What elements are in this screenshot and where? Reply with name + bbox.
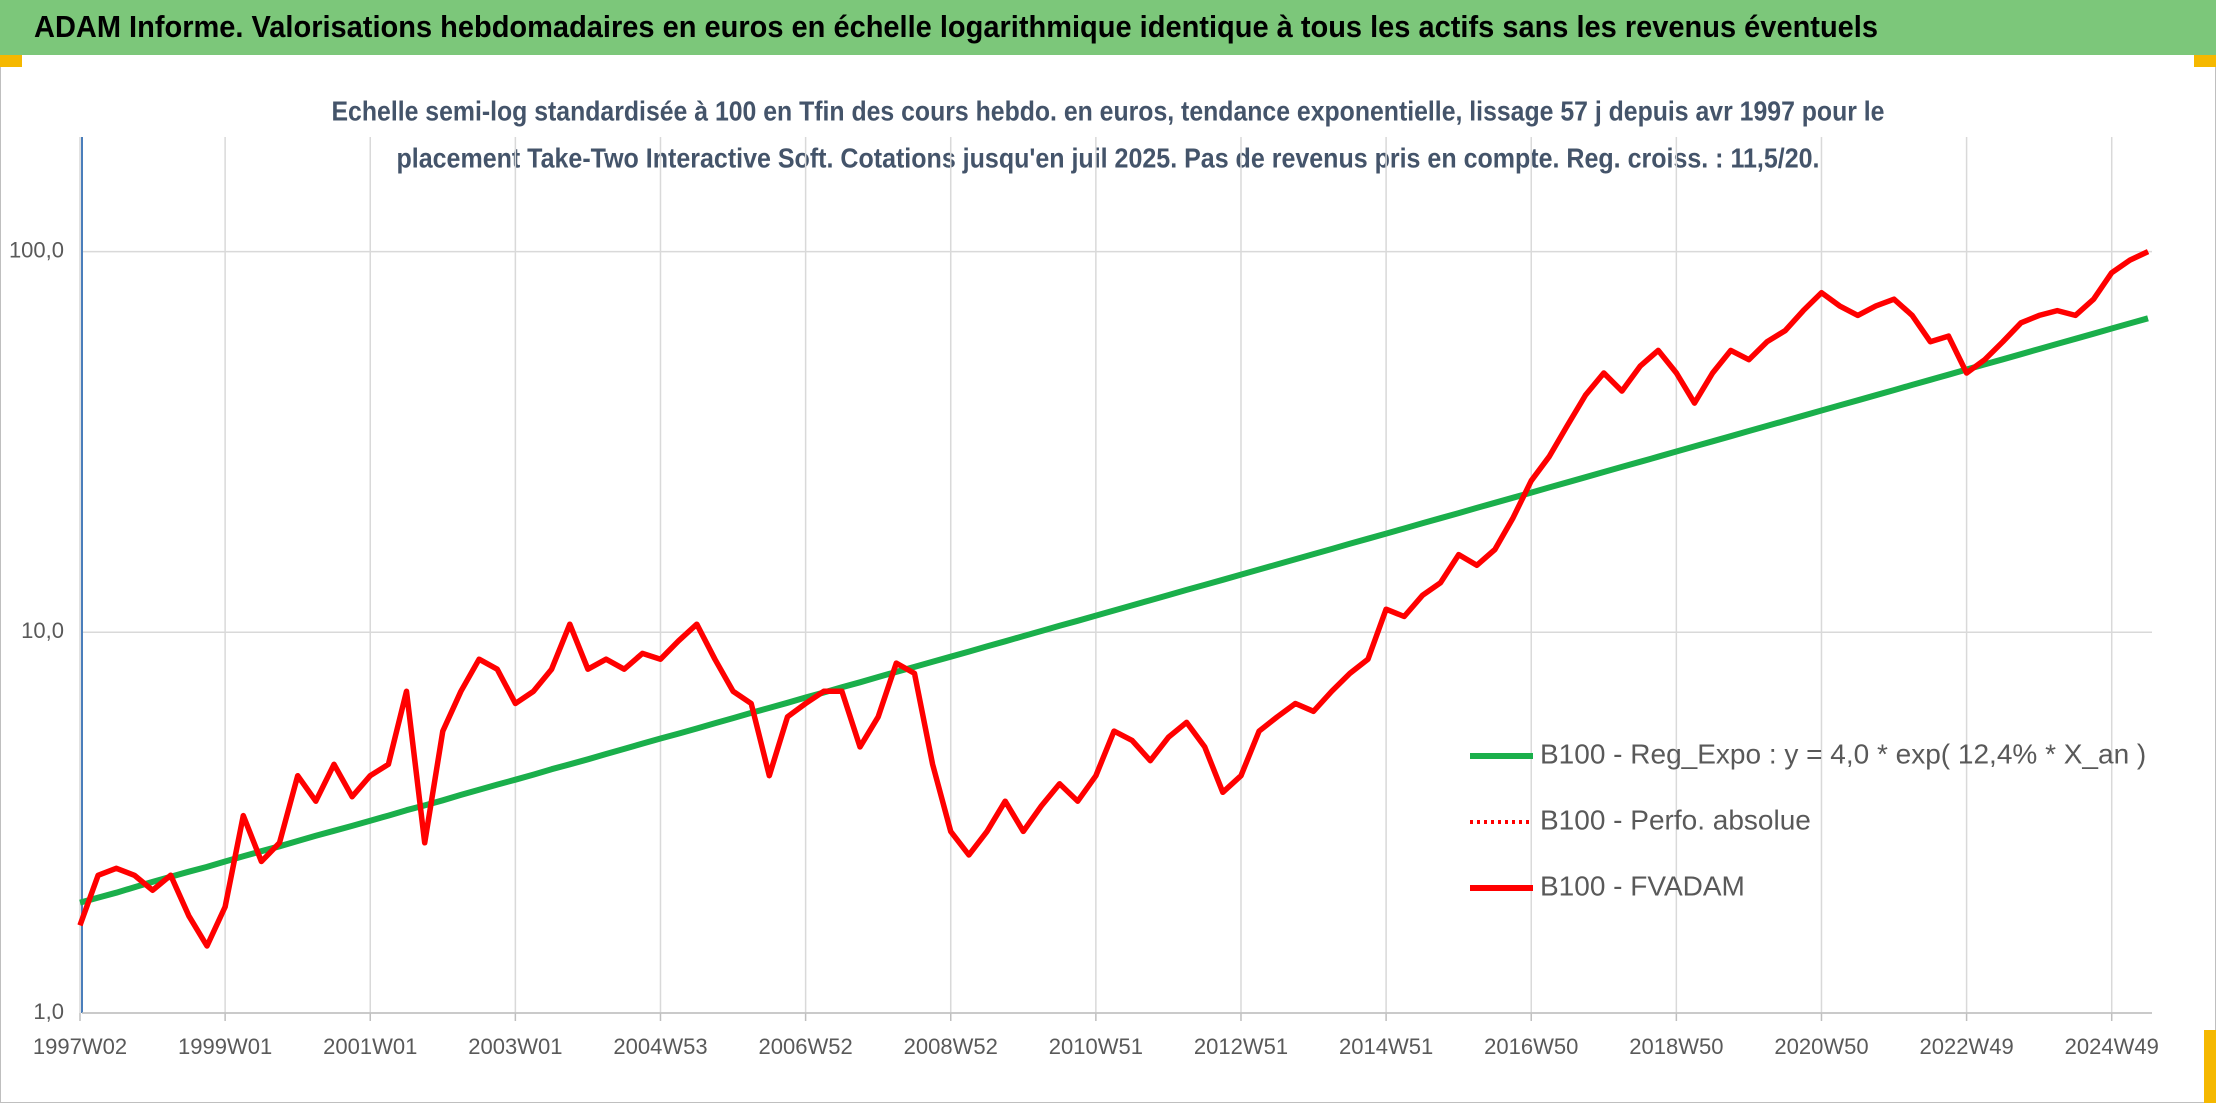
corner-mark: [2204, 1030, 2216, 1103]
y-tick-label: 100,0: [9, 237, 64, 262]
x-tick-label: 2018W50: [1629, 1034, 1723, 1059]
legend-label: B100 - Perfo. absolue: [1540, 804, 1811, 835]
legend-label: B100 - Reg_Expo : y = 4,0 * exp( 12,4% *…: [1540, 738, 2146, 769]
x-tick-label: 2010W51: [1049, 1034, 1143, 1059]
x-tick-label: 2008W52: [904, 1034, 998, 1059]
series-line: [79, 315, 2149, 906]
title-bar: [0, 0, 2216, 55]
corner-mark: [0, 55, 22, 67]
x-tick-label: 1997W02: [33, 1034, 127, 1059]
x-tick-label: 2003W01: [468, 1034, 562, 1059]
x-tick-label: 2024W49: [2065, 1034, 2159, 1059]
x-tick-label: 2022W49: [1920, 1034, 2014, 1059]
chart-subtitle: Echelle semi-log standardisée à 100 en T…: [332, 95, 1885, 126]
y-tick-label: 10,0: [21, 618, 64, 643]
corner-mark: [2194, 55, 2216, 67]
x-tick-label: 2012W51: [1194, 1034, 1288, 1059]
x-tick-label: 2004W53: [613, 1034, 707, 1059]
legend-label: B100 - FVADAM: [1540, 870, 1745, 901]
x-tick-label: 1999W01: [178, 1034, 272, 1059]
x-tick-label: 2001W01: [323, 1034, 417, 1059]
x-tick-label: 2014W51: [1339, 1034, 1433, 1059]
x-tick-label: 2016W50: [1484, 1034, 1578, 1059]
chart-subtitle: placement Take-Two Interactive Soft. Cot…: [397, 142, 1820, 173]
y-tick-label: 1,0: [33, 999, 64, 1024]
chart-title: ADAM Informe. Valorisations hebdomadaire…: [34, 9, 1878, 44]
x-tick-label: 2020W50: [1774, 1034, 1868, 1059]
series-line: [77, 249, 2150, 949]
x-tick-label: 2006W52: [759, 1034, 853, 1059]
